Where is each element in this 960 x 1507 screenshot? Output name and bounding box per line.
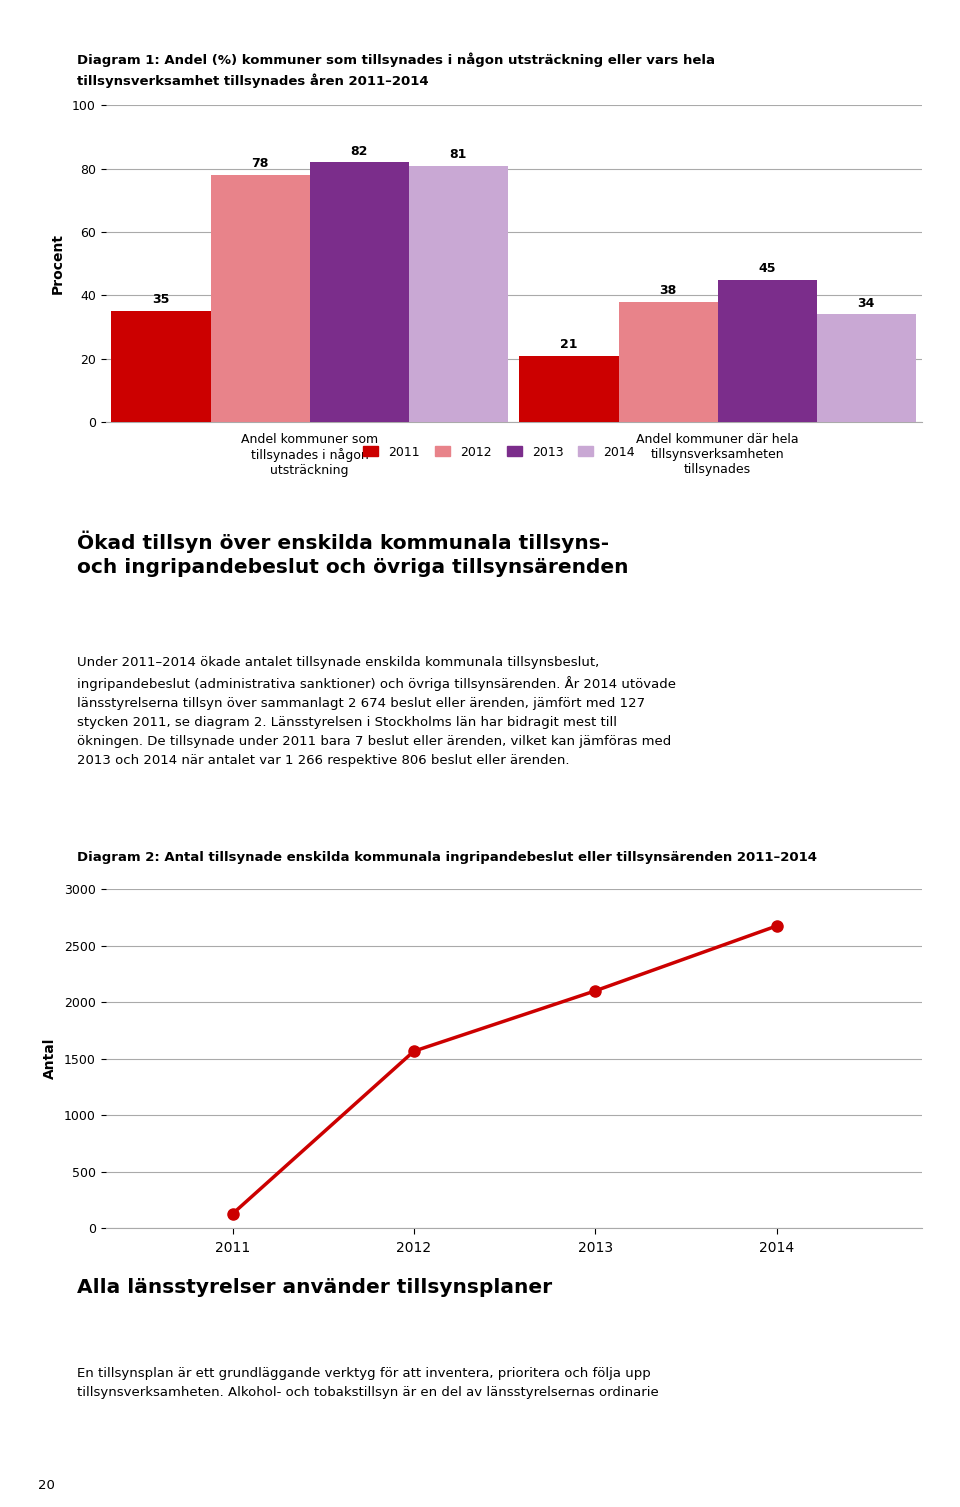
Text: Under 2011–2014 ökade antalet tillsynade enskilda kommunala tillsynsbeslut,
ingr: Under 2011–2014 ökade antalet tillsynade… [77,656,676,767]
Bar [210,175,309,422]
Text: Ökad tillsyn över enskilda kommunala tillsyns-
och ingripandebeslut och övriga t: Ökad tillsyn över enskilda kommunala til… [77,530,628,577]
Bar [817,315,916,422]
Legend: 2011, 2012, 2013, 2014: 2011, 2012, 2013, 2014 [358,440,640,464]
Text: 35: 35 [153,294,170,306]
Y-axis label: Procent: Procent [51,234,65,294]
Text: 82: 82 [350,145,368,158]
Text: 20: 20 [38,1478,56,1492]
Bar [519,356,618,422]
Bar [409,166,508,422]
Text: 21: 21 [561,338,578,351]
Text: Alla länsstyrelser använder tillsynsplaner: Alla länsstyrelser använder tillsynsplan… [77,1278,552,1298]
Text: En tillsynsplan är ett grundläggande verktyg för att inventera, prioritera och f: En tillsynsplan är ett grundläggande ver… [77,1367,659,1398]
Y-axis label: Antal: Antal [43,1038,57,1079]
Bar [309,163,409,422]
Text: 81: 81 [449,148,467,161]
Text: Diagram 2: Antal tillsynade enskilda kommunala ingripandebeslut eller tillsynsär: Diagram 2: Antal tillsynade enskilda kom… [77,851,817,865]
Bar [618,301,717,422]
Text: 34: 34 [857,297,875,309]
Text: Diagram 1: Andel (%) kommuner som tillsynades i någon utsträckning eller vars he: Diagram 1: Andel (%) kommuner som tillsy… [77,53,715,87]
Text: 38: 38 [660,283,677,297]
Text: 78: 78 [252,157,269,170]
Bar [111,312,210,422]
Text: 45: 45 [758,262,776,274]
Bar [717,280,817,422]
